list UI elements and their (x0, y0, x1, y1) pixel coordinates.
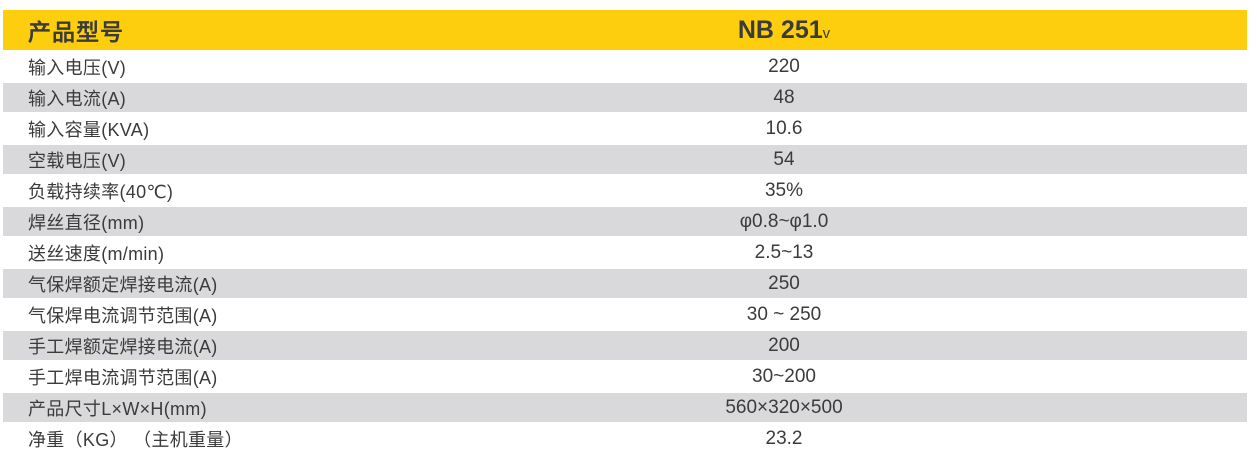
table-row: 输入容量(KVA) 10.6 (3, 114, 1247, 145)
spec-label: 焊丝直径(mm) (28, 212, 145, 233)
spec-label: 输入容量(KVA) (28, 119, 150, 140)
spec-value: 48 (773, 86, 795, 108)
spec-value: 30~200 (752, 365, 816, 387)
spec-value: 35% (764, 179, 804, 201)
table-row: 输入电流(A) 48 (3, 83, 1247, 114)
table-row: 气保焊额定焊接电流(A) 250 (3, 269, 1247, 300)
spec-value: φ0.8~φ1.0 (739, 210, 829, 232)
table-header-row: 产品型号 NB 251v (3, 10, 1247, 52)
table-row: 送丝速度(m/min) 2.5~13 (3, 238, 1247, 269)
table-row: 负载持续率(40℃) 35% (3, 176, 1247, 207)
spec-value: 250 (768, 272, 800, 294)
spec-label: 净重（KG） （主机重量） (28, 429, 243, 450)
spec-label: 手工焊额定焊接电流(A) (28, 336, 218, 357)
table-row: 产品尺寸L×W×H(mm) 560×320×500 (3, 393, 1247, 424)
spec-value: 30 ~ 250 (746, 303, 822, 325)
spec-label: 气保焊电流调节范围(A) (28, 305, 218, 326)
spec-label: 输入电压(V) (28, 57, 127, 78)
spec-value: 54 (773, 148, 795, 170)
header-model: NB 251v (588, 16, 980, 45)
spec-value: 200 (768, 334, 800, 356)
table-row: 净重（KG） （主机重量） 23.2 (3, 424, 1247, 455)
product-spec-table: 产品型号 NB 251v 输入电压(V) 220 输入电流(A) 48 输入容量… (3, 10, 1247, 455)
table-row: 手工焊额定焊接电流(A) 200 (3, 331, 1247, 362)
spec-value: 220 (768, 55, 800, 77)
spec-label: 空载电压(V) (28, 150, 127, 171)
spec-label: 产品尺寸L×W×H(mm) (28, 398, 207, 419)
spec-label: 气保焊额定焊接电流(A) (28, 274, 218, 295)
spec-label: 手工焊电流调节范围(A) (28, 367, 218, 388)
spec-value: 10.6 (765, 117, 803, 139)
table-row: 气保焊电流调节范围(A) 30 ~ 250 (3, 300, 1247, 331)
spec-value: 560×320×500 (725, 396, 843, 418)
spec-label: 送丝速度(m/min) (28, 243, 165, 264)
model-name: NB 251 (737, 15, 823, 44)
table-row: 焊丝直径(mm) φ0.8~φ1.0 (3, 207, 1247, 238)
model-suffix: v (822, 24, 831, 42)
header-label: 产品型号 (28, 19, 124, 45)
spec-value: 23.2 (765, 427, 803, 449)
spec-label: 负载持续率(40℃) (28, 181, 174, 202)
spec-label: 输入电流(A) (28, 88, 127, 109)
spec-value: 2.5~13 (754, 241, 814, 263)
table-row: 输入电压(V) 220 (3, 52, 1247, 83)
table-row: 空载电压(V) 54 (3, 145, 1247, 176)
table-row: 手工焊电流调节范围(A) 30~200 (3, 362, 1247, 393)
